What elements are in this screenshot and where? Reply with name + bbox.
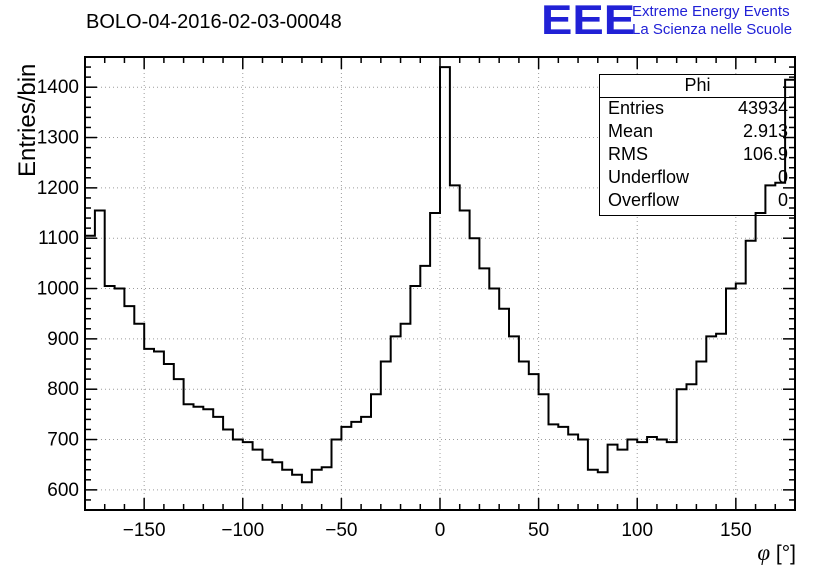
y-tick-label: 1400 [37, 77, 79, 98]
stats-value: 0 [777, 167, 788, 187]
y-tick-label: 1000 [37, 279, 79, 300]
stats-row: Entries 43934 [600, 97, 795, 120]
stats-key: Underflow [608, 167, 690, 187]
x-tick-label: 50 [528, 520, 549, 541]
eee-logo-caption: Extreme Energy Events La Scienza nelle S… [632, 3, 792, 39]
eee-logo-line2: La Scienza nelle Scuole [632, 21, 793, 38]
y-axis-title: Entries/bin [14, 63, 41, 177]
stats-value: 43934 [737, 98, 788, 118]
stats-row: Mean 2.913 [600, 120, 795, 143]
y-tick-label: 700 [47, 430, 79, 451]
y-tick-label: 800 [47, 379, 79, 400]
y-tick-label: 1200 [37, 178, 79, 199]
phi-symbol: φ [757, 540, 771, 565]
stats-box: Phi Entries 43934 Mean 2.913 RMS 106.9 Underfl… [600, 74, 795, 215]
stats-box-title: Phi [684, 75, 711, 95]
stats-value: 0 [777, 190, 788, 210]
stats-row: RMS 106.9 [600, 143, 795, 166]
eee-logo: EEE [541, 0, 636, 43]
stats-box-frame [599, 74, 796, 216]
eee-logo-line1: Extreme Energy Events [632, 3, 790, 20]
stats-row: Underflow 0 [600, 166, 795, 189]
axis-ticks [85, 57, 795, 510]
stats-box-rows: Entries 43934 Mean 2.913 RMS 106.9 Underflow 0 O… [600, 97, 795, 212]
x-axis-title: φ [°] [757, 540, 796, 566]
stats-key: Mean [608, 121, 654, 141]
stats-key: RMS [608, 144, 648, 164]
stats-value: 106.9 [742, 144, 788, 164]
stats-row: Overflow 0 [600, 189, 795, 212]
histogram-line [85, 66, 795, 484]
stats-value: 2.913 [742, 121, 788, 141]
x-tick-label: −50 [325, 520, 357, 541]
axis-tick-labels: −150 −100 −50 0 50 100 150 600 700 800 900 1000 1100… [37, 77, 752, 541]
x-tick-label: −100 [221, 520, 264, 541]
y-tick-label: 900 [47, 329, 79, 350]
x-tick-label: −150 [123, 520, 166, 541]
y-tick-label: 1300 [37, 128, 79, 149]
plot-title: BOLO-04-2016-02-03-00048 [86, 11, 342, 33]
y-tick-label: 1100 [38, 228, 79, 249]
stats-key: Entries [608, 98, 665, 118]
x-axis-unit: [°] [770, 542, 796, 565]
x-tick-label: 0 [435, 520, 446, 541]
y-tick-label: 600 [47, 480, 79, 501]
x-tick-label: 100 [621, 520, 653, 541]
stats-key: Overflow [608, 190, 680, 210]
x-tick-label: 150 [720, 520, 752, 541]
